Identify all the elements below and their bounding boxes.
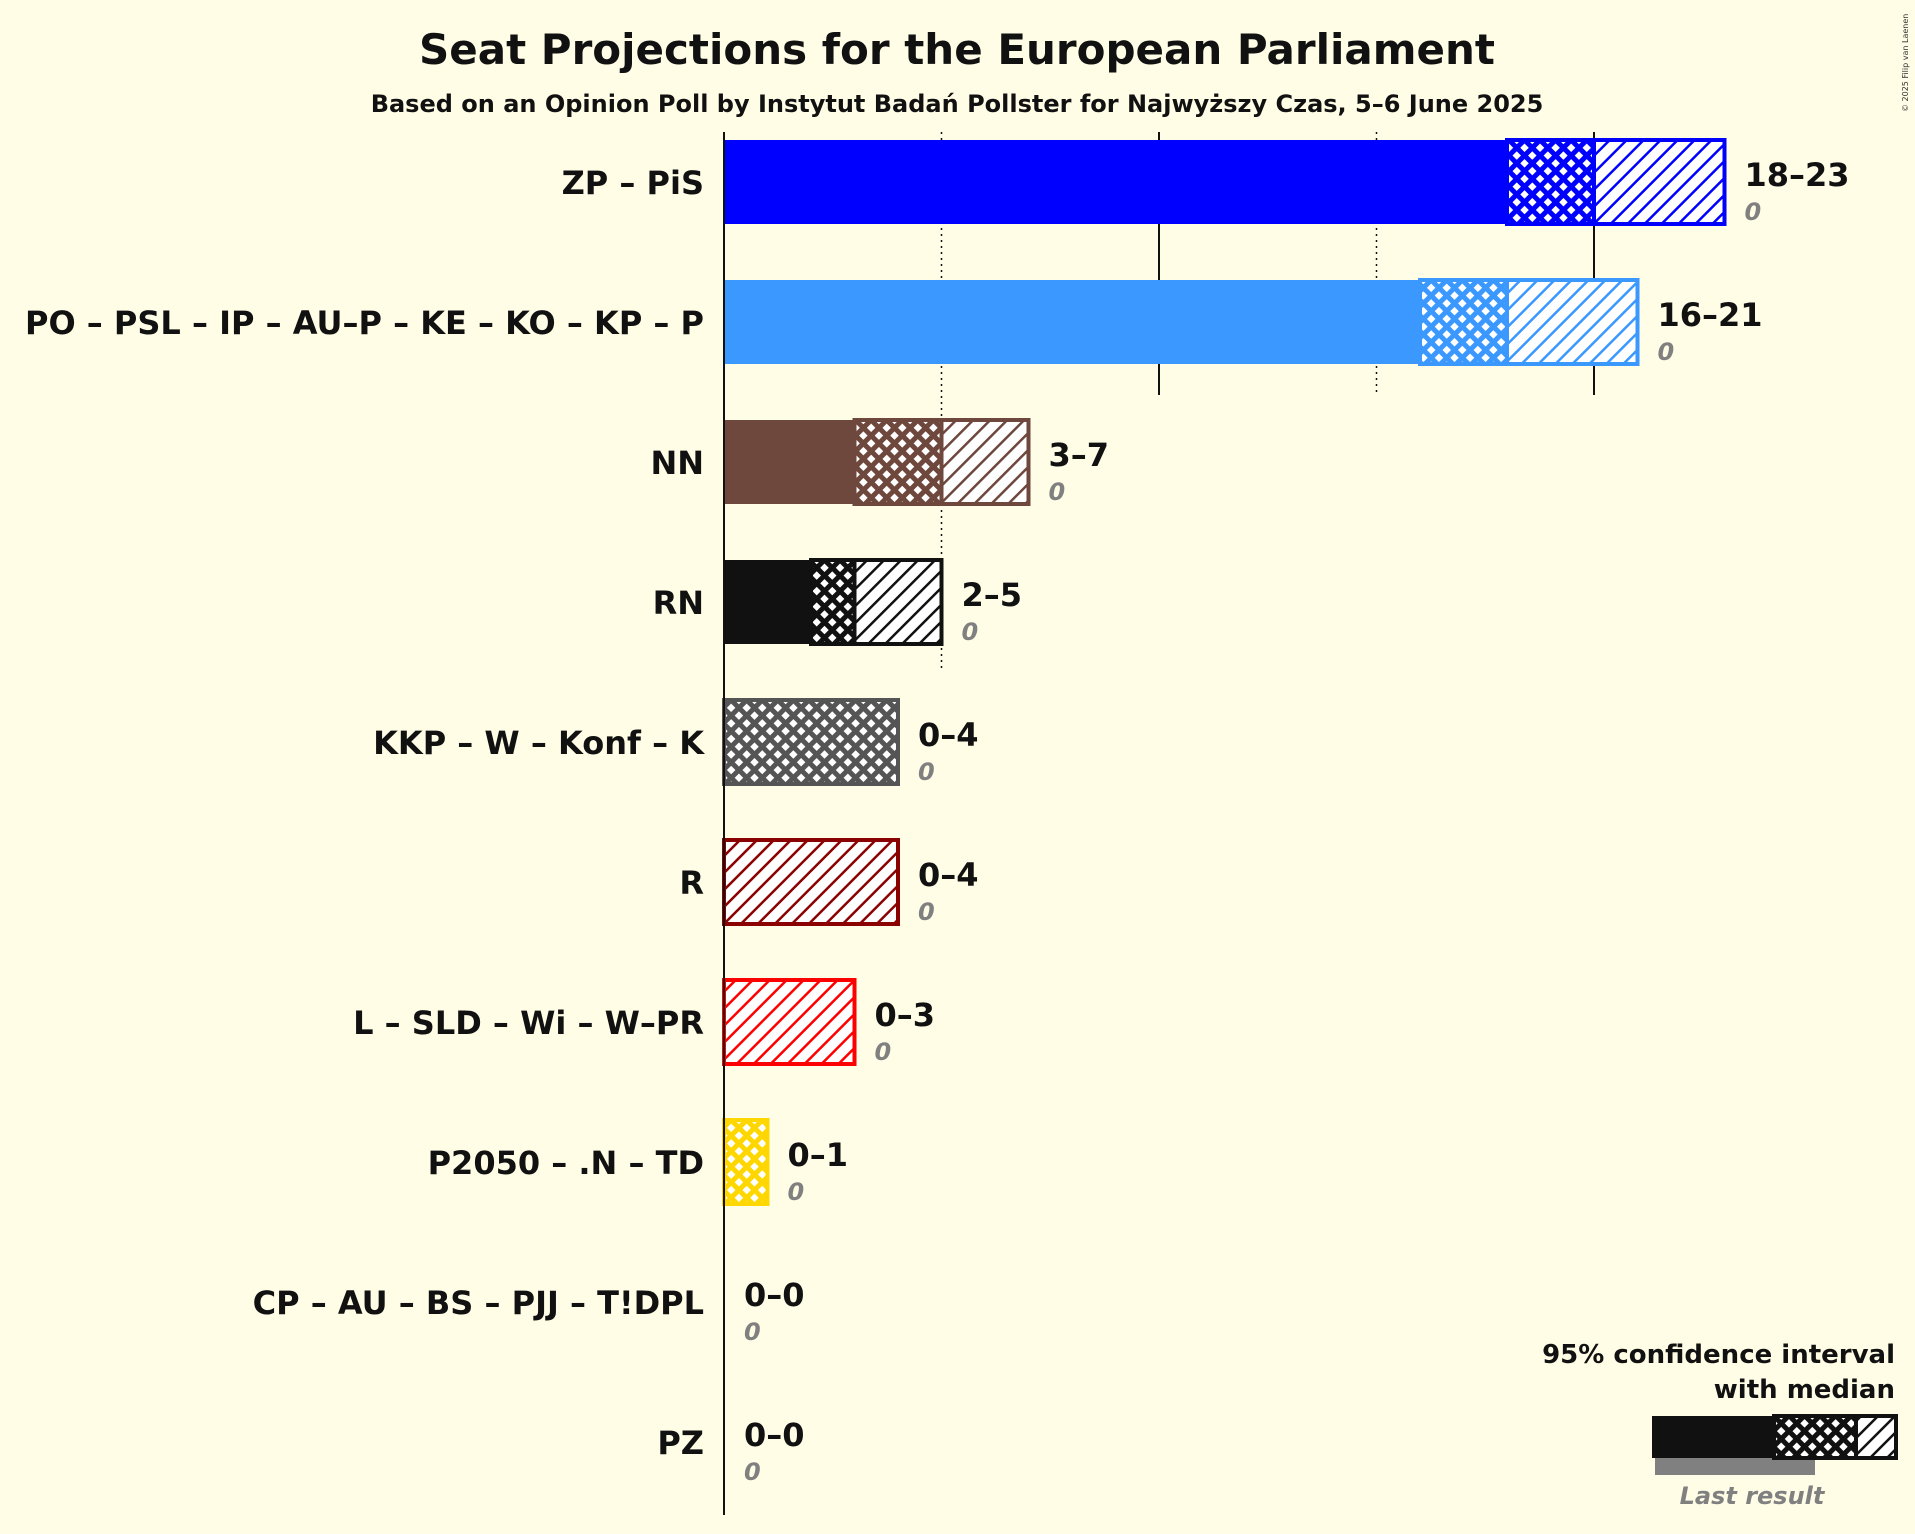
range-label-6: 0–3	[875, 996, 936, 1034]
legend-outline	[1772, 1414, 1898, 1460]
legend-title-line2: with median	[1714, 1375, 1895, 1405]
bar-hatch-1	[1507, 280, 1638, 364]
bar-crosshatch-1	[1420, 280, 1507, 364]
last-result-label-8: 0	[744, 1318, 761, 1346]
party-label-6: L – SLD – Wi – W–PR	[353, 1004, 704, 1042]
range-label-7: 0–1	[788, 1136, 849, 1174]
range-label-2: 3–7	[1049, 436, 1110, 474]
last-result-label-9: 0	[744, 1458, 761, 1486]
labels-group: ZP – PiS 18–23 0 PO – PSL – IP – AU–P – KE …	[25, 156, 1850, 1486]
range-label-4: 0–4	[918, 716, 979, 754]
chart-title: Seat Projections for the European Parlia…	[419, 25, 1495, 74]
bar-crosshatch-7	[724, 1120, 768, 1204]
bar-solid-2	[724, 420, 855, 504]
bar-solid-3	[724, 560, 811, 644]
party-label-5: R	[679, 864, 704, 902]
range-label-5: 0–4	[918, 856, 979, 894]
party-label-0: ZP – PiS	[562, 164, 704, 202]
legend-title-line1: 95% confidence interval	[1542, 1340, 1895, 1370]
bar-crosshatch-2	[854, 420, 942, 504]
range-label-1: 16–21	[1658, 296, 1763, 334]
bar-interval-outline-0	[1505, 138, 1727, 226]
bar-solid-0	[724, 140, 1507, 224]
last-result-label-4: 0	[918, 758, 935, 786]
bar-hatch-2	[941, 420, 1029, 504]
bar-interval-outline-1	[1418, 278, 1640, 366]
legend-crosshatch-bar	[1774, 1416, 1856, 1458]
bars-group	[722, 138, 1727, 1206]
legend: 95% confidence interval with median Last…	[1542, 1340, 1898, 1510]
last-result-label-7: 0	[788, 1178, 805, 1206]
bar-hatch-3	[854, 560, 942, 644]
last-result-label-1: 0	[1658, 338, 1675, 366]
last-result-label-6: 0	[875, 1038, 892, 1066]
party-label-7: P2050 – .N – TD	[428, 1144, 704, 1182]
party-label-1: PO – PSL – IP – AU–P – KE – KO – KP – P	[25, 304, 704, 342]
copyright-note: © 2025 Filip van Laenen	[1901, 14, 1910, 112]
last-result-label-5: 0	[918, 898, 935, 926]
range-label-3: 2–5	[962, 576, 1023, 614]
party-label-3: RN	[653, 584, 704, 622]
bar-hatch-0	[1594, 140, 1725, 224]
last-result-label-2: 0	[1049, 478, 1066, 506]
bar-crosshatch-0	[1507, 140, 1594, 224]
last-result-label-0: 0	[1745, 198, 1762, 226]
legend-last-result-label: Last result	[1680, 1482, 1826, 1510]
bar-interval-outline-3	[809, 558, 944, 646]
bar-solid-1	[724, 280, 1420, 364]
legend-hatch-bar	[1856, 1416, 1896, 1458]
range-label-8: 0–0	[744, 1276, 805, 1314]
bar-hatch-5	[724, 840, 898, 924]
party-label-9: PZ	[657, 1424, 704, 1462]
last-result-label-3: 0	[962, 618, 979, 646]
range-label-9: 0–0	[744, 1416, 805, 1454]
range-label-0: 18–23	[1745, 156, 1850, 194]
bar-crosshatch-4	[724, 700, 898, 784]
legend-solid-bar	[1652, 1416, 1774, 1458]
chart-subtitle: Based on an Opinion Poll by Instytut Bad…	[371, 90, 1544, 118]
party-label-2: NN	[650, 444, 704, 482]
bar-hatch-6	[724, 980, 855, 1064]
bar-crosshatch-3	[811, 560, 855, 644]
party-label-4: KKP – W – Konf – K	[373, 724, 705, 762]
party-label-8: CP – AU – BS – PJJ – T!DPL	[253, 1284, 704, 1322]
